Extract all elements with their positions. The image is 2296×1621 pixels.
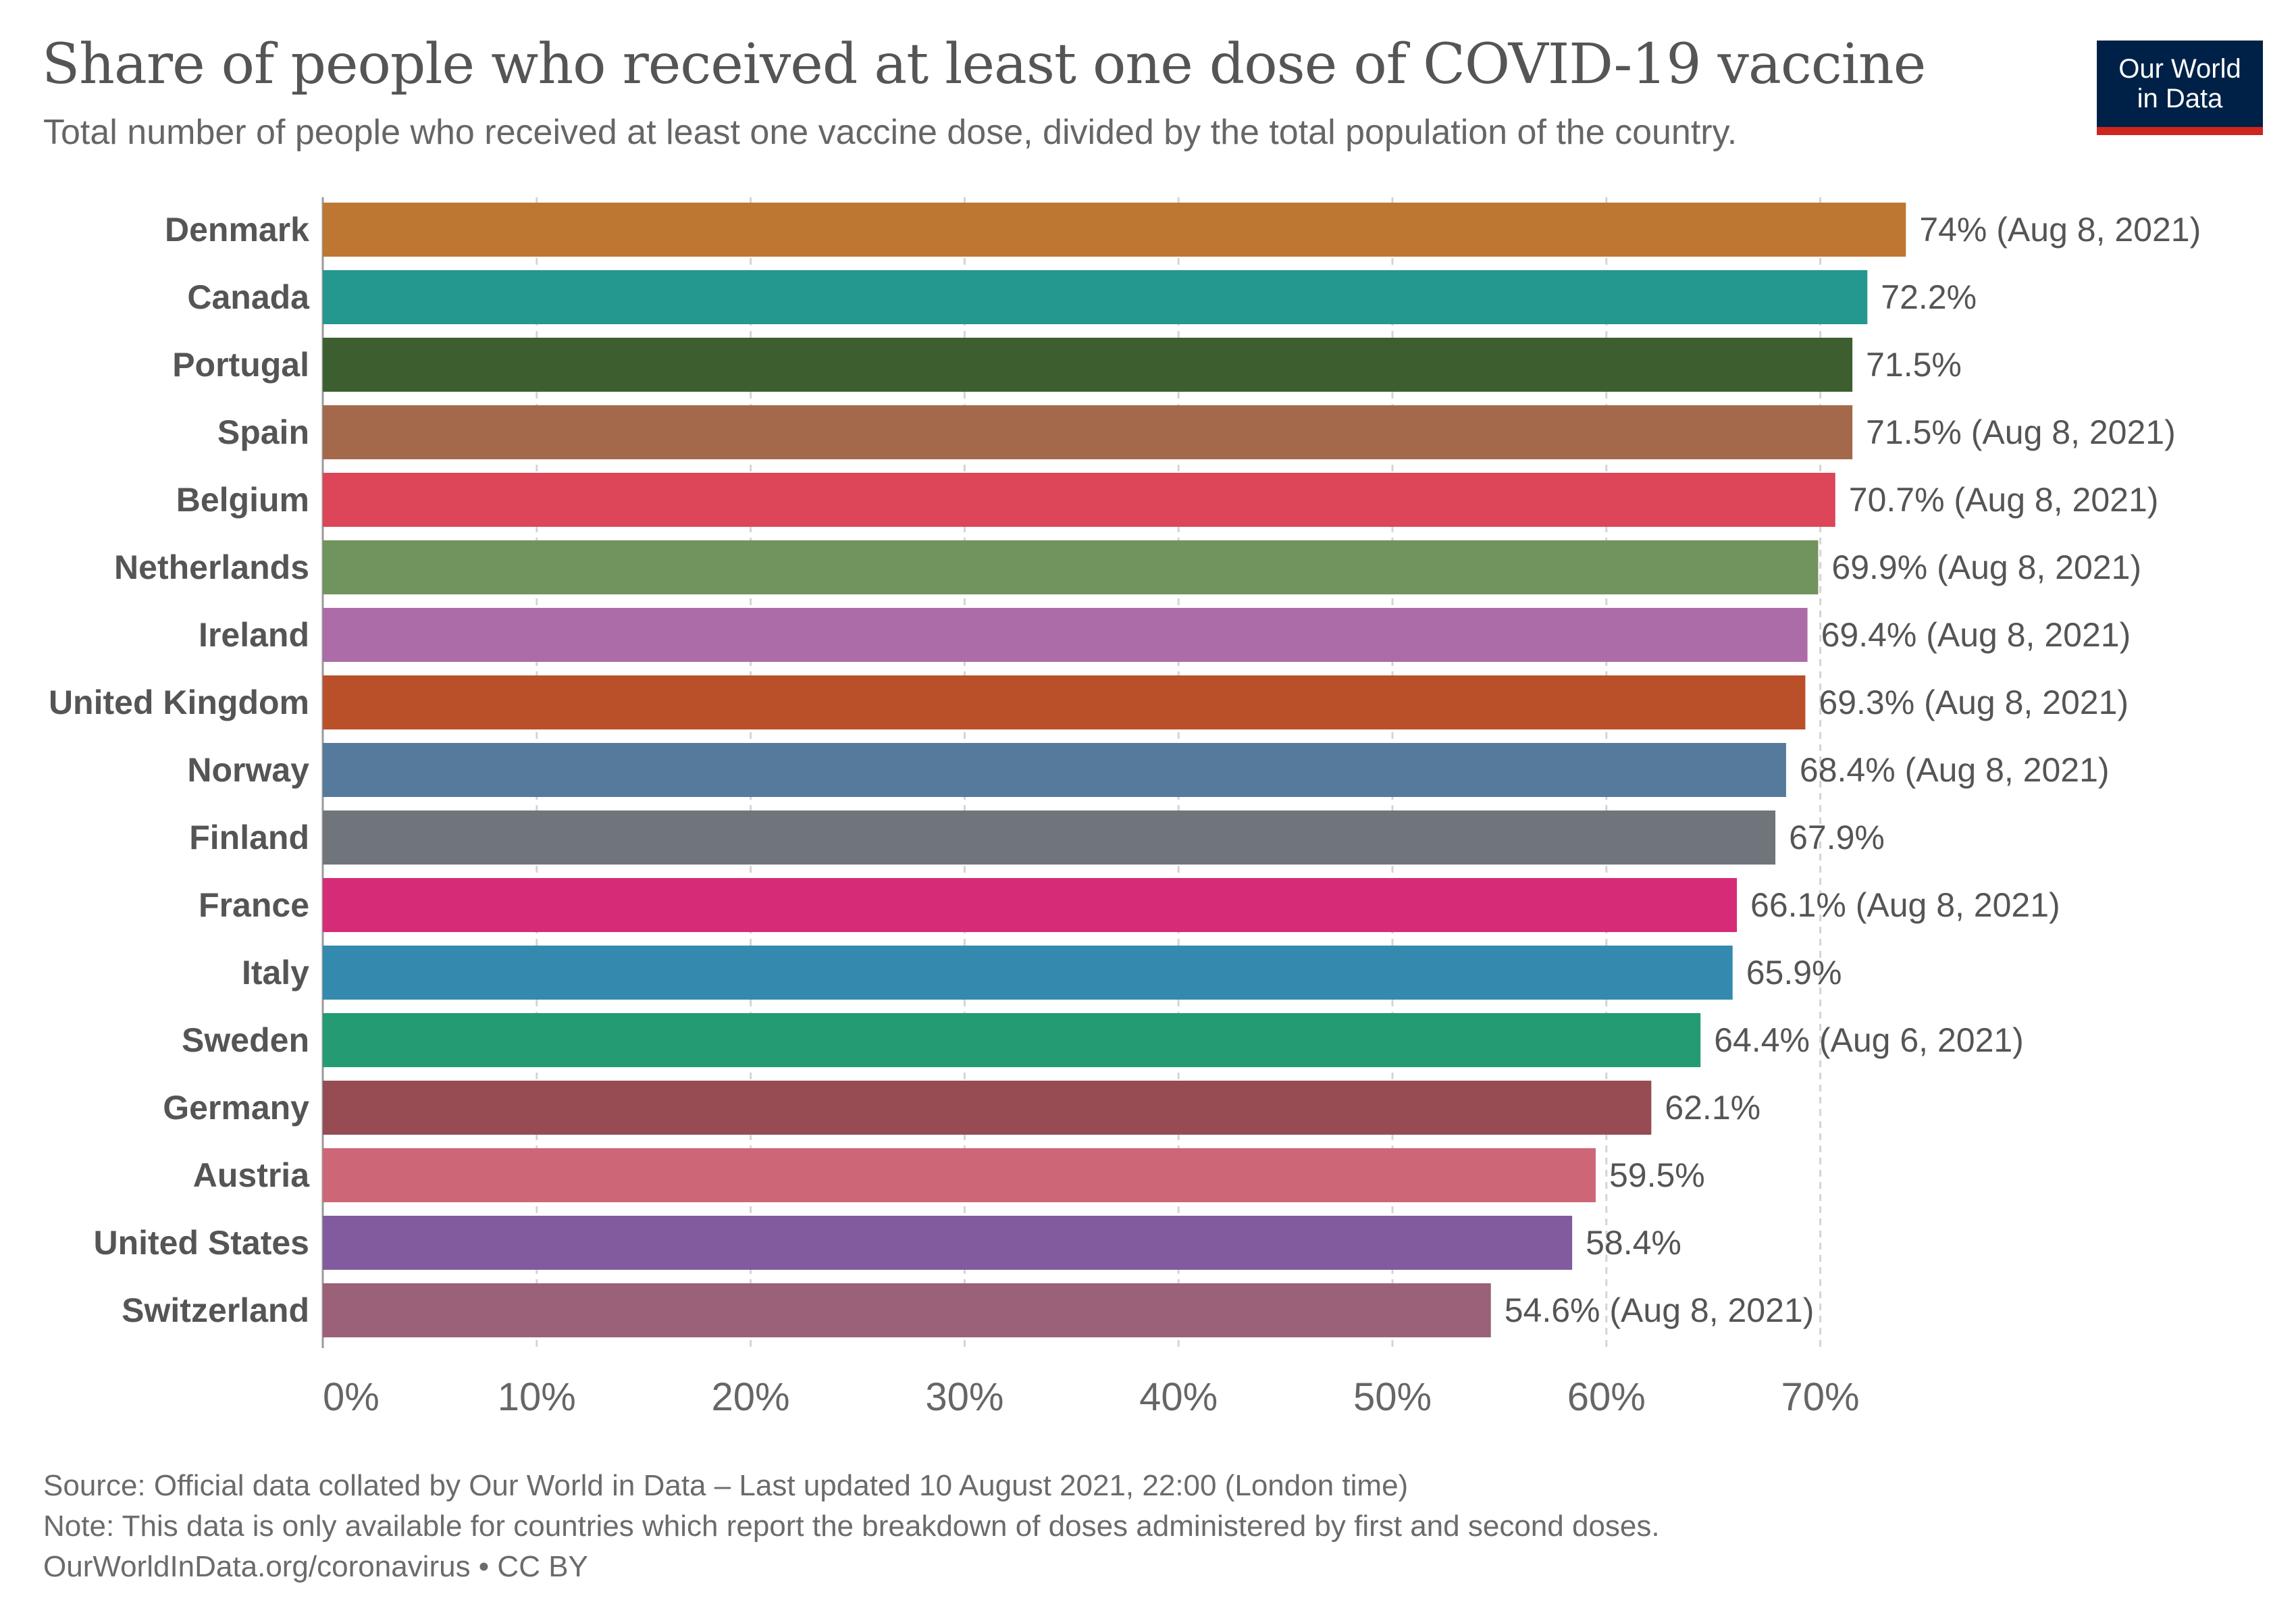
x-tick-label: 40% [1139, 1375, 1218, 1419]
category-label: Switzerland [122, 1291, 309, 1329]
category-label: Denmark [165, 211, 309, 249]
data-label: 65.9% [1746, 954, 1842, 992]
bar [323, 946, 1733, 1000]
x-tick-label: 10% [498, 1375, 576, 1419]
data-label: 59.5% [1609, 1156, 1705, 1194]
x-tick-label: 20% [712, 1375, 790, 1419]
data-label: 71.5% (Aug 8, 2021) [1866, 413, 2176, 451]
chart-footer: Source: Official data collated by Our Wo… [43, 1466, 1660, 1587]
category-label: Sweden [182, 1021, 309, 1059]
chart-title: Share of people who received at least on… [42, 32, 1926, 97]
x-tick-label: 0% [323, 1375, 380, 1419]
category-label: Norway [187, 751, 309, 789]
category-label: Ireland [199, 616, 309, 654]
bar [323, 540, 1819, 594]
bar [323, 405, 1853, 459]
data-label: 54.6% (Aug 8, 2021) [1505, 1291, 1815, 1329]
x-tick-label: 30% [925, 1375, 1003, 1419]
bar [323, 810, 1776, 865]
bar [323, 270, 1868, 324]
category-label: United States [93, 1224, 309, 1262]
data-label: 69.3% (Aug 8, 2021) [1819, 684, 2129, 721]
bar-chart: 0% 10% 20% 30% 40% 50% 60% 70% Denmark 74% (Aug 8… [49, 197, 2201, 1419]
category-label: Belgium [176, 481, 309, 519]
data-label: 64.4% (Aug 6, 2021) [1714, 1021, 2024, 1059]
category-label: Portugal [172, 346, 309, 384]
bar [323, 1013, 1701, 1067]
bar [323, 1216, 1573, 1270]
data-label: 70.7% (Aug 8, 2021) [1849, 481, 2159, 519]
bar [323, 1283, 1491, 1337]
bar [323, 1081, 1652, 1135]
data-label: 66.1% (Aug 8, 2021) [1750, 886, 2060, 924]
data-label: 69.9% (Aug 8, 2021) [1831, 548, 2141, 586]
data-label: 67.9% [1789, 819, 1885, 856]
category-label: Spain [217, 413, 309, 451]
logo-line-1: Our World [2118, 54, 2241, 84]
x-tick-label: 50% [1353, 1375, 1432, 1419]
source-note: Source: Official data collated by Our Wo… [43, 1469, 1409, 1502]
bar [323, 743, 1786, 797]
category-label: Austria [193, 1156, 310, 1194]
x-tick-label: 70% [1781, 1375, 1860, 1419]
data-label: 68.4% (Aug 8, 2021) [1800, 751, 2110, 789]
category-label: Netherlands [114, 548, 309, 586]
data-label: 58.4% [1586, 1224, 1681, 1262]
source-link[interactable]: OurWorldInData.org/coronavirus • CC BY [43, 1550, 588, 1583]
category-label: Finland [189, 819, 309, 856]
data-label: 62.1% [1665, 1089, 1760, 1127]
bar [323, 203, 1906, 257]
bar [323, 473, 1835, 527]
data-label: 74% (Aug 8, 2021) [1919, 211, 2201, 249]
category-label: Canada [187, 278, 310, 316]
logo-line-2: in Data [2137, 84, 2223, 113]
data-label: 72.2% [1881, 278, 1977, 316]
bar [323, 338, 1853, 392]
data-label: 69.4% (Aug 8, 2021) [1821, 616, 2131, 654]
data-note: Note: This data is only available for co… [43, 1510, 1660, 1543]
bar [323, 675, 1806, 729]
bar [323, 608, 1808, 662]
bar [323, 1148, 1596, 1202]
chart-subtitle: Total number of people who received at l… [43, 113, 1738, 152]
category-label: Germany [163, 1089, 309, 1127]
data-label: 71.5% [1866, 346, 1962, 384]
bar [323, 878, 1738, 932]
category-label: Italy [242, 954, 309, 992]
x-tick-label: 60% [1567, 1375, 1646, 1419]
owid-logo[interactable]: Our World in Data [2097, 41, 2263, 135]
category-label: United Kingdom [49, 684, 309, 721]
category-label: France [199, 886, 309, 924]
